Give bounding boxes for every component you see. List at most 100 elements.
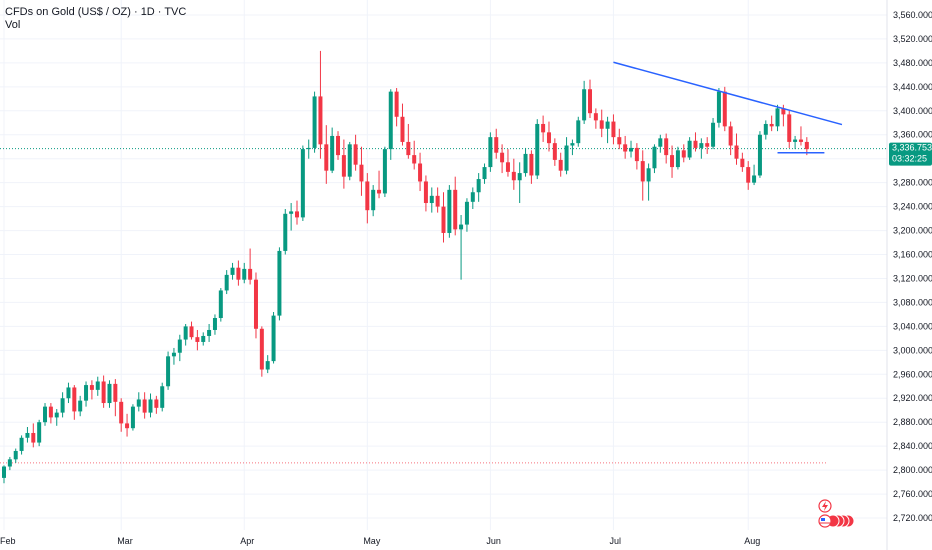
candle-up [2, 466, 6, 478]
candle-up [183, 326, 188, 340]
candle-up [629, 147, 634, 152]
candle-down [705, 143, 710, 147]
current-price-tag: 3,336.753 03:32:25 [889, 142, 932, 166]
candles-layer [2, 50, 809, 484]
candle-down [324, 144, 329, 171]
candle-down [341, 155, 346, 177]
candle-up [675, 150, 680, 168]
candle-up [793, 139, 798, 142]
candle-down [746, 167, 751, 183]
candle-down [295, 211, 299, 218]
candle-up [535, 123, 540, 176]
candle-down [142, 399, 147, 413]
candle-up [711, 122, 716, 147]
candle-down [681, 150, 686, 158]
x-tick-label: Jun [486, 536, 501, 546]
candle-up [277, 250, 282, 316]
candle-up [148, 399, 153, 413]
candle-down [318, 96, 323, 145]
candle-down [253, 279, 258, 329]
resistance-trendline [613, 61, 843, 126]
current-price-tag-bg [889, 142, 932, 166]
candle-up [289, 211, 294, 214]
candle-up [166, 356, 171, 387]
volume-indicator-label[interactable]: Vol [5, 19, 21, 31]
candle-down [599, 120, 604, 129]
candle-up [752, 175, 757, 183]
candle-down [552, 143, 557, 160]
candle-up [60, 398, 65, 413]
y-tick-label: 3,000.000 [893, 345, 932, 355]
y-tick-label: 3,440.000 [893, 82, 932, 92]
reference-layer [0, 148, 887, 464]
candle-down [412, 155, 417, 164]
candle-up [652, 146, 657, 169]
candle-up [517, 173, 522, 181]
candle-up [43, 406, 48, 423]
candle-down [377, 189, 382, 194]
x-tick-label: Feb [0, 536, 16, 546]
candle-up [775, 108, 780, 127]
candle-down [365, 181, 370, 211]
candle-down [500, 152, 505, 163]
candle-down [541, 123, 546, 133]
symbol-title[interactable]: CFDs on Gold (US$ / OZ) · 1D · TVC [5, 6, 187, 18]
candle-down [31, 432, 36, 443]
candle-up [482, 167, 487, 180]
candle-up [271, 315, 276, 362]
candle-up [78, 400, 83, 412]
candle-down [734, 145, 739, 159]
candle-up [459, 224, 464, 230]
candle-up [136, 399, 141, 407]
candle-down [236, 267, 241, 280]
y-tick-label: 3,280.000 [893, 178, 932, 188]
candle-down [406, 141, 411, 156]
y-tick-label: 2,960.000 [893, 369, 932, 379]
candle-up [605, 121, 610, 129]
candle-down [453, 189, 458, 230]
price-axis: 2,720.000 2,760.000 2,800.000 2,840.000 2,88… [893, 10, 932, 523]
candle-up [265, 361, 270, 370]
candle-up [54, 412, 59, 418]
candle-up [230, 267, 235, 275]
candle-up [84, 385, 89, 401]
candle-up [570, 143, 575, 146]
y-tick-label: 2,760.000 [893, 489, 932, 499]
candle-up [757, 134, 762, 176]
x-tick-label: Mar [117, 536, 133, 546]
lightning-icon[interactable] [818, 499, 832, 513]
candle-down [101, 381, 106, 404]
y-tick-label: 3,400.000 [893, 106, 932, 116]
candle-down [623, 144, 628, 152]
candle-up [371, 189, 376, 211]
candle-up [224, 274, 229, 291]
candle-down [248, 268, 253, 280]
candle-up [763, 123, 768, 135]
y-tick-label: 2,880.000 [893, 417, 932, 427]
candle-up [218, 290, 223, 318]
candle-down [189, 326, 194, 338]
candle-up [699, 143, 704, 148]
us-flag-icon[interactable] [818, 514, 855, 528]
candle-down [588, 89, 592, 114]
candle-up [177, 339, 182, 353]
candle-up [476, 179, 481, 193]
candle-down [394, 91, 399, 117]
grid-layer [0, 0, 887, 530]
candle-up [207, 329, 212, 336]
candle-up [447, 189, 452, 233]
y-tick-label: 3,360.000 [893, 130, 932, 140]
candle-up [306, 147, 311, 150]
candle-up [312, 96, 317, 148]
y-tick-label: 3,480.000 [893, 58, 932, 68]
x-tick-label: Aug [744, 536, 760, 546]
candle-down [511, 171, 516, 181]
candle-up [716, 91, 721, 123]
candle-up [283, 213, 288, 251]
candle-up [300, 149, 305, 218]
candle-down [48, 406, 53, 418]
candle-up [388, 91, 393, 150]
y-tick-label: 3,040.000 [893, 321, 932, 331]
